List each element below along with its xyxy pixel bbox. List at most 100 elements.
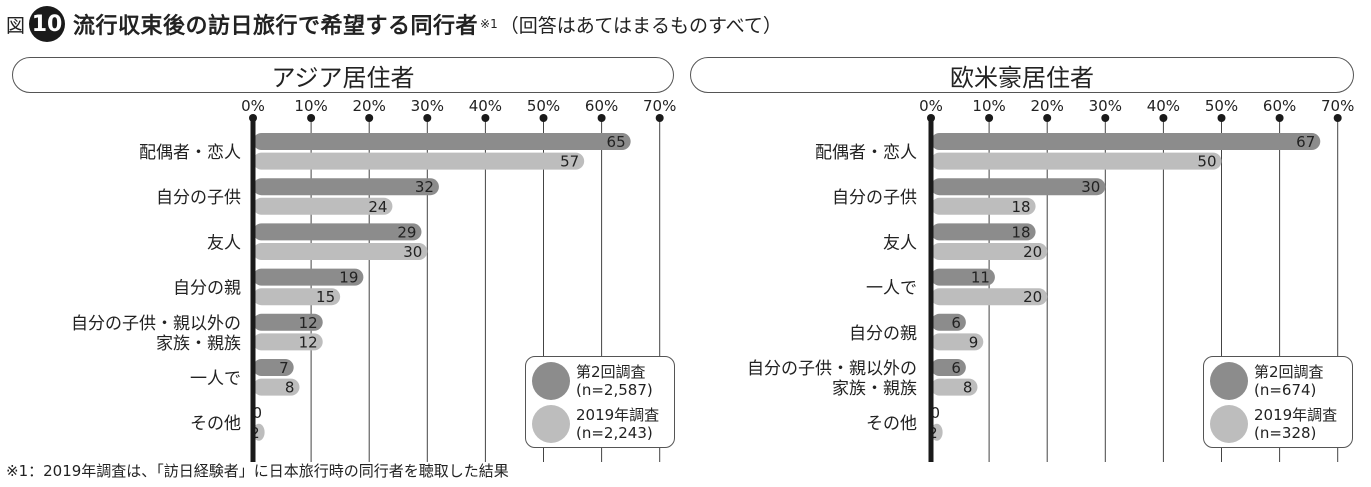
legend-western: 第2回調査 (n=674) 2019年調査 (n=328) bbox=[1203, 356, 1353, 448]
tick-label: 40% bbox=[469, 97, 502, 115]
data-label: 6 bbox=[951, 314, 961, 332]
data-label: 0 bbox=[930, 404, 940, 422]
tick-label: 20% bbox=[353, 97, 386, 115]
bar-previous bbox=[253, 243, 428, 260]
bar-previous bbox=[931, 378, 978, 396]
data-label: 0 bbox=[252, 404, 262, 422]
data-label: 9 bbox=[969, 333, 979, 351]
bar-current bbox=[253, 359, 294, 376]
panel-title-western: 欧米豪居住者 bbox=[690, 57, 1354, 93]
tick-label: 40% bbox=[1147, 97, 1180, 115]
bar-previous bbox=[931, 197, 1036, 215]
legend-swatch-current bbox=[532, 362, 570, 400]
category-label: 配偶者・恋人 bbox=[815, 142, 917, 163]
bar-previous bbox=[253, 288, 341, 306]
tick-dot bbox=[655, 114, 664, 122]
category-label: 自分の親 bbox=[173, 279, 241, 299]
bar-current bbox=[931, 359, 966, 376]
bar-previous bbox=[253, 333, 323, 351]
data-label: 8 bbox=[285, 379, 295, 397]
data-label: 65 bbox=[607, 133, 626, 151]
tick-label: 50% bbox=[1205, 97, 1238, 115]
tick-dot bbox=[307, 114, 316, 122]
bar-previous bbox=[931, 243, 1048, 260]
category-label: 友人 bbox=[207, 233, 241, 253]
category-label: 一人で bbox=[866, 279, 917, 299]
category-label: その他 bbox=[190, 414, 241, 434]
tick-dot bbox=[481, 114, 490, 122]
tick-dot bbox=[1217, 114, 1226, 122]
bar-current bbox=[253, 268, 364, 286]
category-label: 自分の子供 bbox=[832, 188, 917, 208]
data-label: 12 bbox=[299, 314, 318, 332]
bar-current bbox=[931, 268, 995, 286]
legend-label-current: 第2回調査 (n=2,587) bbox=[576, 363, 653, 399]
bar-current bbox=[253, 133, 631, 150]
data-label: 29 bbox=[397, 223, 416, 241]
bar-current bbox=[931, 313, 966, 331]
bar-previous bbox=[931, 423, 943, 441]
category-label: 一人で bbox=[190, 369, 241, 389]
data-label: 12 bbox=[299, 333, 318, 351]
figure-header: 図 10 流行収束後の訪日旅行で希望する同行者 ※1 （回答はあてはまるものすべ… bbox=[6, 4, 782, 44]
data-label: 24 bbox=[368, 198, 387, 216]
legend-label-current: 第2回調査 (n=674) bbox=[1254, 363, 1324, 399]
legend-item-current: 第2回調査 (n=674) bbox=[1210, 362, 1324, 400]
legend-item-previous: 2019年調査 (n=328) bbox=[1210, 405, 1337, 443]
tick-label: 50% bbox=[527, 97, 560, 115]
figure-title: 流行収束後の訪日旅行で希望する同行者 bbox=[73, 14, 479, 39]
category-label: 自分の子供 bbox=[156, 188, 241, 208]
data-label: 67 bbox=[1296, 133, 1315, 151]
tick-dot bbox=[1101, 114, 1110, 122]
footnote: ※1：2019年調査は、「訪日経験者」に日本旅行時の同行者を聴取した結果 bbox=[6, 462, 509, 480]
tick-dot bbox=[985, 114, 994, 122]
legend-swatch-previous bbox=[1210, 405, 1248, 443]
category-label: 自分の親 bbox=[849, 324, 917, 344]
category-label: 友人 bbox=[883, 233, 917, 253]
data-label: 20 bbox=[1023, 288, 1042, 306]
tick-dot bbox=[1043, 114, 1052, 122]
figure-label: 図 bbox=[6, 14, 26, 37]
tick-label: 60% bbox=[1263, 97, 1296, 115]
legend-swatch-previous bbox=[532, 405, 570, 443]
legend-asia: 第2回調査 (n=2,587) 2019年調査 (n=2,243) bbox=[525, 356, 675, 448]
bar-current bbox=[931, 133, 1321, 150]
footnote-mark: ※1 bbox=[480, 17, 498, 31]
bar-previous bbox=[931, 333, 984, 351]
tick-dot bbox=[1275, 114, 1284, 122]
tick-label: 10% bbox=[972, 97, 1005, 115]
figure-number-badge: 10 bbox=[29, 6, 66, 42]
bar-previous bbox=[253, 423, 265, 441]
data-label: 20 bbox=[1023, 243, 1042, 261]
figure-subtitle: （回答はあてはまるものすべて） bbox=[499, 14, 782, 37]
bar-previous bbox=[931, 288, 1048, 306]
data-label: 19 bbox=[339, 269, 358, 287]
tick-label: 0% bbox=[919, 97, 943, 115]
bar-current bbox=[931, 178, 1106, 196]
tick-label: 30% bbox=[411, 97, 444, 115]
legend-swatch-current bbox=[1210, 362, 1248, 400]
tick-label: 70% bbox=[643, 97, 676, 115]
chart-western: 0% 10% 20% 30% 40% 50% 60% 70% 67 50 配偶者・恋人 30 18 自分の… bbox=[747, 97, 1354, 462]
legend-label-previous: 2019年調査 (n=2,243) bbox=[576, 406, 660, 442]
tick-label: 20% bbox=[1031, 97, 1064, 115]
data-label: 8 bbox=[963, 379, 973, 397]
tick-label: 70% bbox=[1321, 97, 1354, 115]
tick-label: 10% bbox=[294, 97, 327, 115]
data-label: 32 bbox=[415, 178, 434, 196]
data-label: 30 bbox=[1081, 178, 1100, 196]
tick-label: 30% bbox=[1089, 97, 1122, 115]
tick-dot bbox=[1333, 114, 1342, 122]
bar-previous bbox=[253, 152, 585, 170]
category-label: 自分の子供・親以外の家族・親族 bbox=[747, 359, 917, 399]
data-label: 15 bbox=[316, 288, 335, 306]
tick-dot bbox=[597, 114, 606, 122]
legend-item-current: 第2回調査 (n=2,587) bbox=[532, 362, 653, 400]
tick-dot bbox=[539, 114, 548, 122]
data-label: 57 bbox=[560, 153, 579, 171]
bar-previous bbox=[253, 378, 300, 396]
bar-current bbox=[253, 178, 439, 196]
tick-dot bbox=[423, 114, 432, 122]
data-label: 18 bbox=[1011, 223, 1030, 241]
category-label: 自分の子供・親以外の家族・親族 bbox=[71, 314, 241, 354]
